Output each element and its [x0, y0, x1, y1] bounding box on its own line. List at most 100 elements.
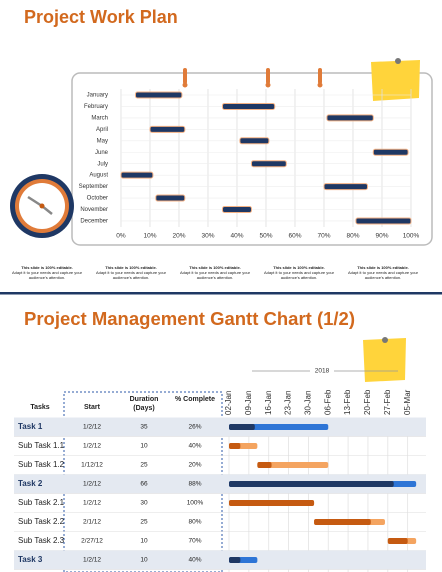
x-tick-label: 09-Jan [244, 391, 253, 415]
start-cell: 2/27/12 [81, 538, 103, 545]
sticky-note [371, 58, 420, 101]
slide-divider [0, 292, 442, 295]
progress-bar [229, 443, 241, 449]
summary-row [14, 474, 426, 494]
duration-cell: 10 [140, 557, 148, 564]
y-tick-label: February [84, 104, 108, 110]
footnote: This slide is 100% editable. Adapt it to … [260, 265, 338, 280]
x-tick-label: 23-Jan [284, 391, 293, 415]
x-tick-label: 60% [288, 233, 301, 240]
y-tick-label: April [96, 127, 108, 133]
x-tick-label: 06-Feb [323, 389, 332, 415]
duration-cell: 25 [140, 462, 148, 469]
summary-row [14, 550, 426, 570]
task-name: Task 3 [18, 555, 43, 564]
task-name: Task 2 [18, 479, 43, 488]
y-tick-label: August [89, 173, 108, 179]
x-tick-label: 80% [346, 233, 359, 240]
footnote: This slide is 100% editable. Adapt it to … [176, 265, 254, 280]
task-name: Sub Task 1.2 [18, 460, 65, 469]
x-tick-label: 27-Feb [383, 389, 392, 415]
complete-cell: 70% [188, 538, 201, 545]
x-tick-label: 0% [116, 233, 126, 240]
y-tick-label: May [97, 138, 108, 144]
footnote-heading: This slide is 100% editable. [189, 265, 241, 270]
start-cell: 1/12/12 [81, 462, 103, 469]
progress-bar [314, 519, 371, 525]
x-tick-label: 30% [201, 233, 214, 240]
complete-cell: 80% [188, 519, 201, 526]
x-tick-label: 70% [317, 233, 330, 240]
footnote-heading: This slide is 100% editable. [273, 265, 325, 270]
start-cell: 1/2/12 [83, 500, 101, 507]
y-tick-label: October [87, 196, 108, 202]
column-header: Duration (Days) [129, 396, 159, 412]
y-tick-label: June [95, 150, 109, 156]
progress-bar [229, 424, 255, 430]
plan-bar [155, 194, 186, 202]
sticky-note [363, 337, 406, 382]
clock [10, 174, 74, 238]
plan-bar [251, 160, 287, 168]
progress-bar [229, 557, 241, 563]
start-cell: 1/2/12 [83, 424, 101, 431]
x-tick-label: 50% [259, 233, 272, 240]
plan-bar [326, 114, 374, 122]
complete-cell: 88% [188, 481, 201, 488]
plan-bar [323, 183, 368, 191]
duration-cell: 25 [140, 519, 148, 526]
y-tick-label: January [87, 93, 108, 99]
x-tick-label: 10% [143, 233, 156, 240]
plan-bar [135, 91, 183, 99]
task-name: Sub Task 2.2 [18, 517, 65, 526]
plan-bar [149, 125, 186, 133]
footnote: This slide is 100% editable. Adapt it to … [8, 265, 86, 280]
duration-cell: 10 [140, 443, 148, 450]
plan-bar [120, 171, 154, 179]
duration-cell: 35 [140, 424, 148, 431]
footnote-text: Adapt it to your needs and capture your … [179, 270, 251, 280]
start-cell: 1/2/12 [83, 443, 101, 450]
x-tick-label: 90% [375, 233, 388, 240]
footnote: This slide is 100% editable. Adapt it to … [344, 265, 422, 280]
progress-bar [257, 462, 272, 468]
footnote-text: Adapt it to your needs and capture your … [263, 270, 335, 280]
task-bar [257, 462, 329, 468]
footnote-text: Adapt it to your needs and capture your … [11, 270, 83, 280]
complete-cell: 26% [188, 424, 201, 431]
x-tick-label: 40% [230, 233, 243, 240]
plan-bar [372, 148, 409, 156]
x-tick-label: 05-Mar [403, 389, 412, 415]
progress-bar [387, 538, 408, 544]
column-header: Start [84, 404, 100, 411]
start-cell: 2/1/12 [83, 519, 101, 526]
start-cell: 1/2/12 [83, 557, 101, 564]
x-tick-label: 13-Feb [343, 389, 352, 415]
duration-cell: 66 [140, 481, 148, 488]
column-header: Tasks [30, 404, 50, 411]
plan-bar [222, 102, 276, 110]
footnote: This slide is 100% editable. Adapt it to … [92, 265, 170, 280]
y-tick-label: November [80, 207, 108, 213]
x-tick-label: 20-Feb [363, 389, 372, 415]
column-header: % Complete [174, 396, 216, 403]
footnote-text: Adapt it to your needs and capture your … [95, 270, 167, 280]
summary-row [14, 417, 426, 437]
complete-cell: 20% [188, 462, 201, 469]
duration-cell: 10 [140, 538, 148, 545]
start-cell: 1/2/12 [83, 481, 101, 488]
duration-cell: 30 [140, 500, 148, 507]
footnote-text: Adapt it to your needs and capture your … [347, 270, 419, 280]
complete-cell: 40% [188, 443, 201, 450]
complete-cell: 100% [187, 500, 204, 507]
year-label: 2018 [315, 368, 330, 375]
y-tick-label: March [91, 115, 108, 121]
progress-bar [229, 500, 315, 506]
x-tick-label: 20% [172, 233, 185, 240]
x-tick-label: 02-Jan [224, 391, 233, 415]
plan-bar [239, 137, 270, 145]
progress-bar [229, 481, 394, 487]
x-tick-label: 16-Jan [264, 391, 273, 415]
pins [182, 68, 323, 88]
